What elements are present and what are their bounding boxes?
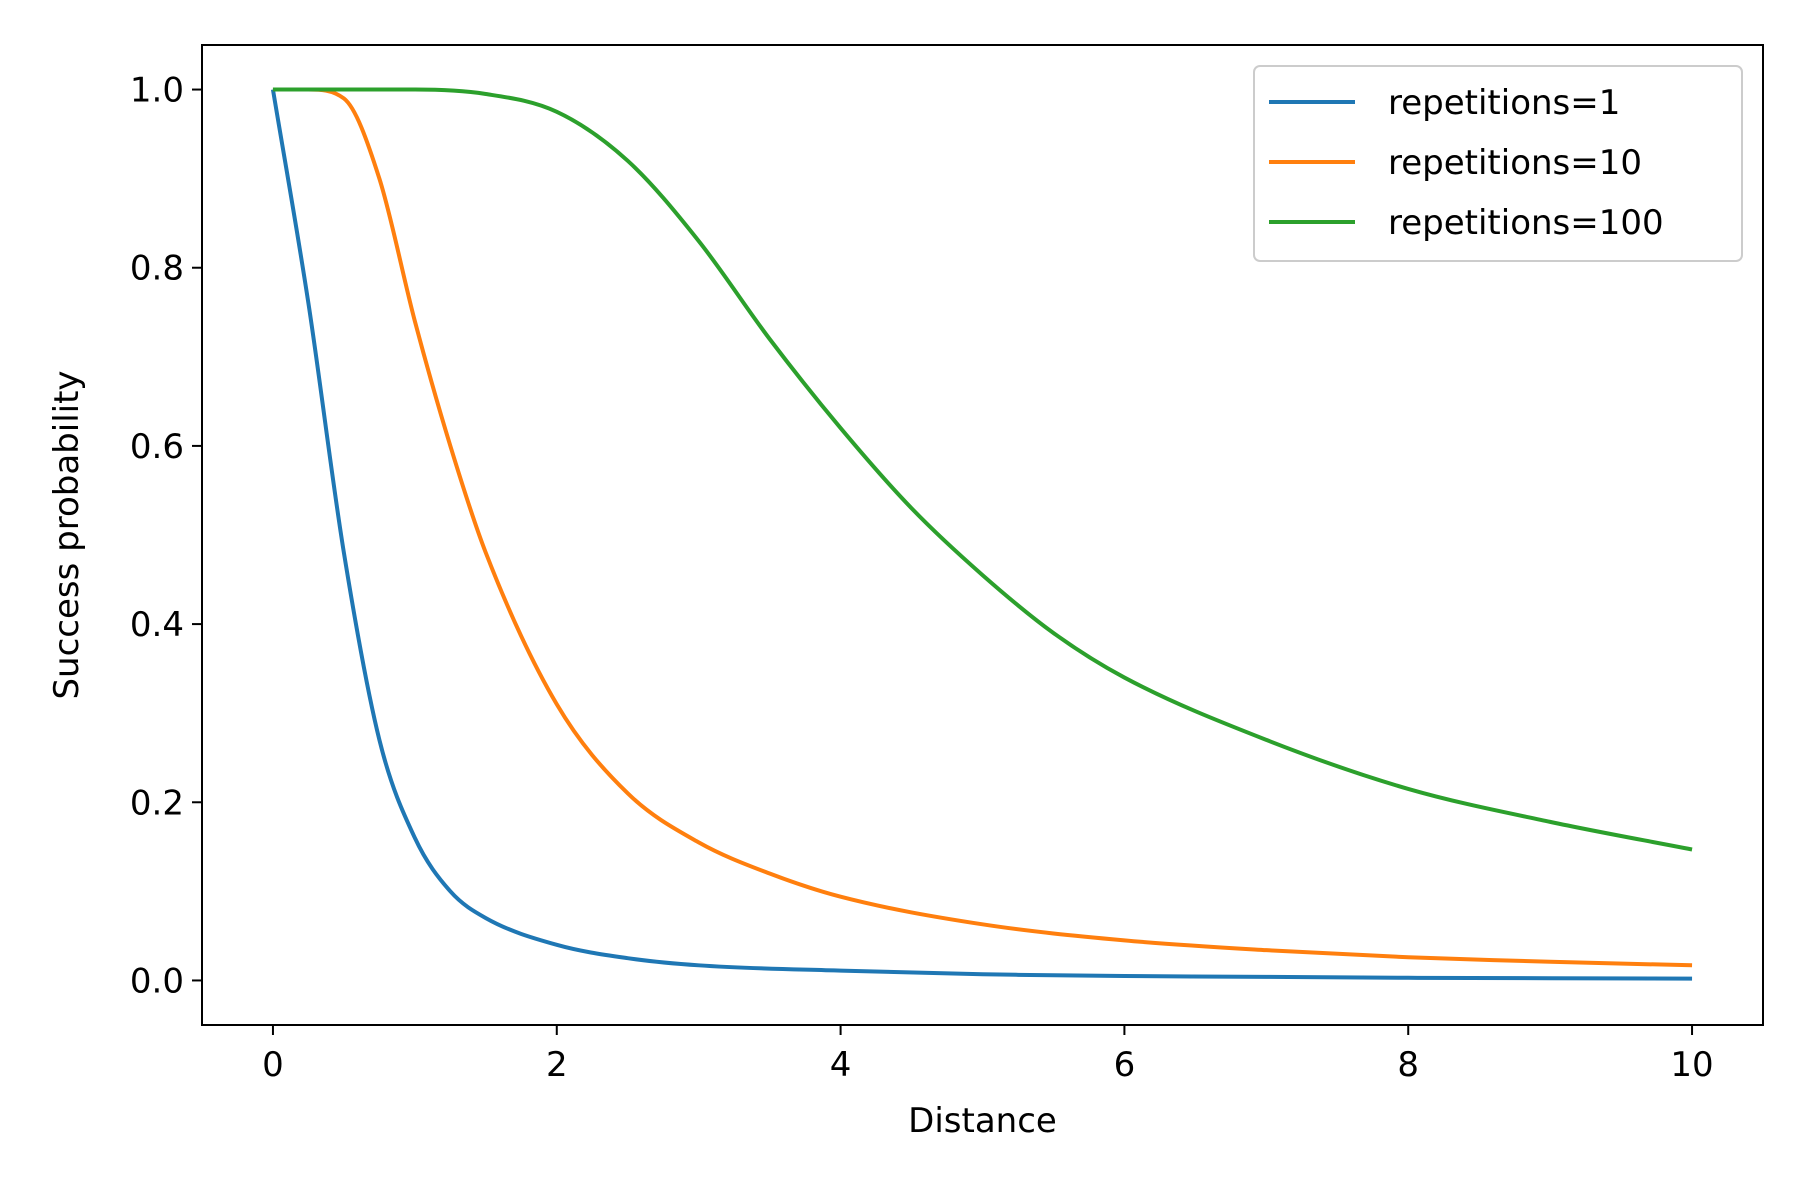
legend-label: repetitions=1 xyxy=(1388,83,1620,123)
x-axis-label: Distance xyxy=(908,1101,1057,1141)
series-line-2 xyxy=(272,87,1693,968)
y-tick-label: 0.6 xyxy=(130,427,184,467)
x-axis: 0 2 4 6 8 10 xyxy=(262,1025,1714,1085)
y-tick-label: 1.0 xyxy=(130,71,184,111)
series-line-1 xyxy=(270,89,1693,981)
legend-label: repetitions=100 xyxy=(1388,203,1664,243)
x-tick-label: 8 xyxy=(1397,1045,1419,1085)
x-tick-label: 0 xyxy=(262,1045,284,1085)
axes-frame xyxy=(201,44,1764,1026)
x-tick-label: 4 xyxy=(830,1045,852,1085)
x-tick-label: 6 xyxy=(1114,1045,1136,1085)
series-line-3 xyxy=(272,87,1693,852)
y-axis: 0.0 0.2 0.4 0.6 0.8 1.0 xyxy=(130,71,202,1001)
legend-box xyxy=(1253,65,1743,262)
y-axis-label: Success probability xyxy=(47,370,87,699)
y-tick-label: 0.2 xyxy=(130,783,184,823)
x-tick-label: 2 xyxy=(546,1045,568,1085)
series-layer xyxy=(270,87,1693,981)
legend-label: repetitions=10 xyxy=(1388,143,1642,183)
x-tick-label: 10 xyxy=(1670,1045,1713,1085)
legend: repetitions=1 repetitions=10 repetitions=1… xyxy=(1253,65,1743,262)
y-tick-label: 0.0 xyxy=(130,961,184,1001)
y-tick-label: 0.8 xyxy=(130,249,184,289)
y-tick-label: 0.4 xyxy=(130,605,184,645)
